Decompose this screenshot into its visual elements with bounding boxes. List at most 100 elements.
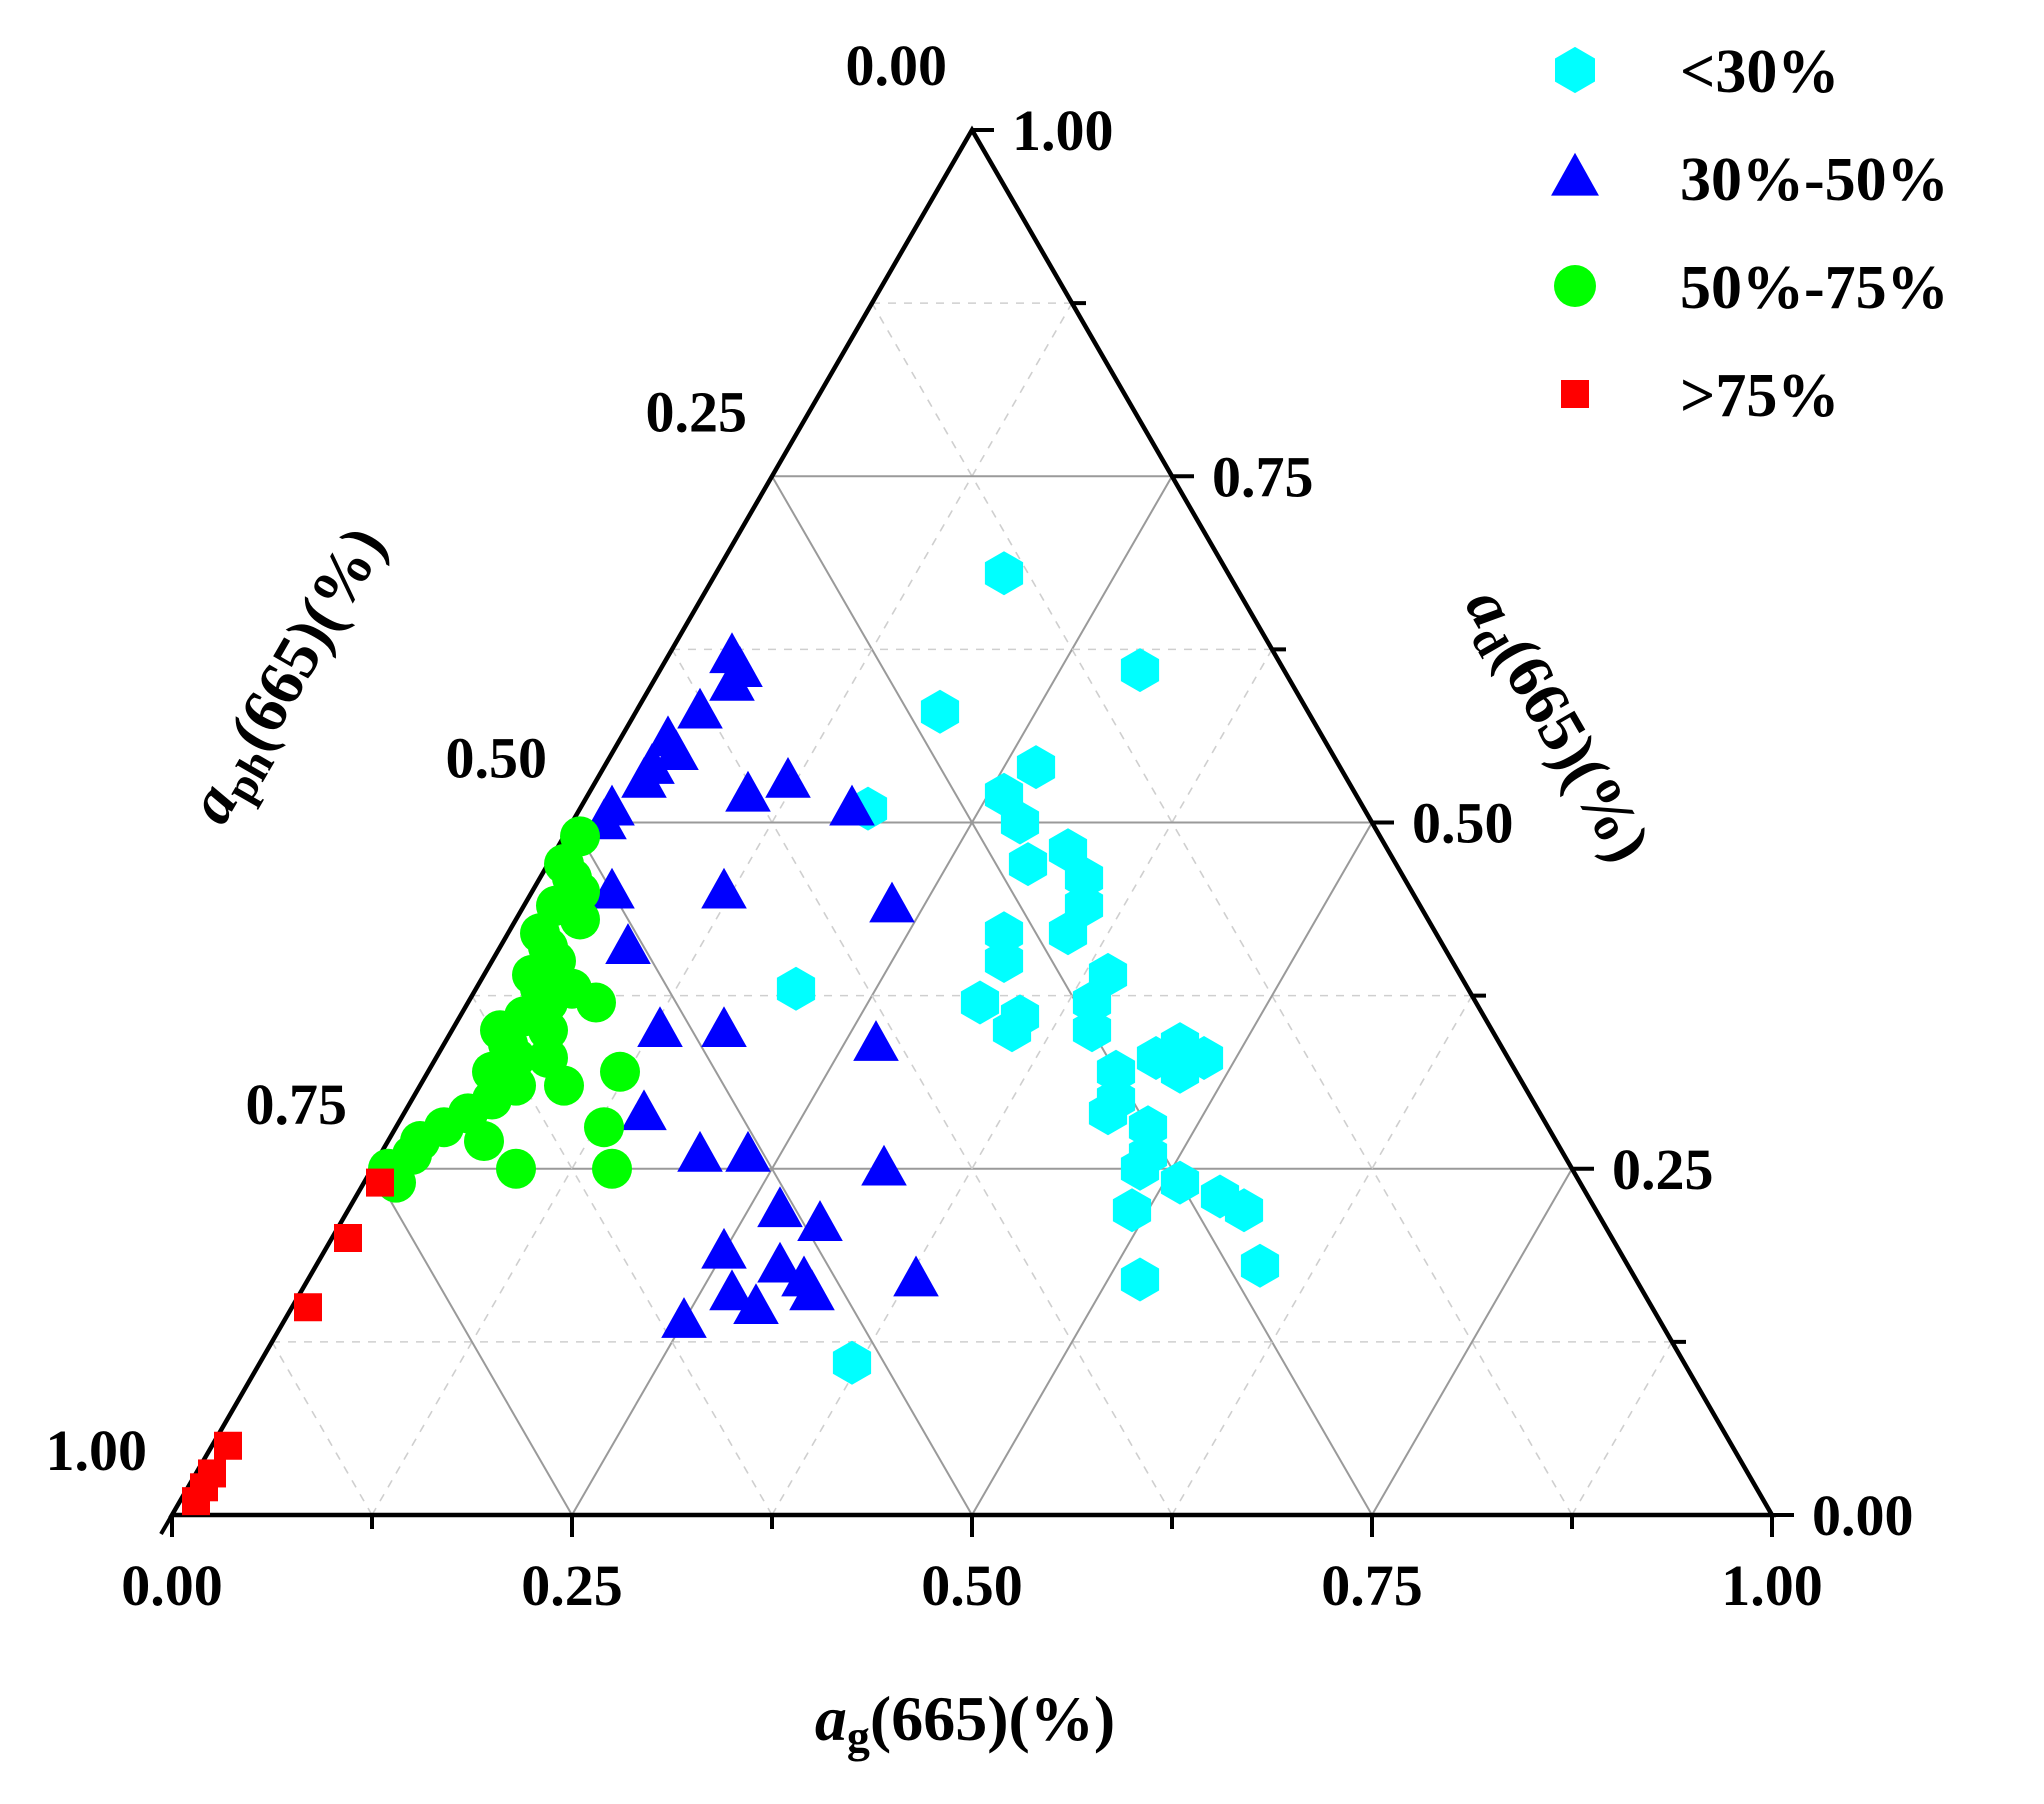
point-circle bbox=[592, 1148, 632, 1189]
grid-line-ag bbox=[371, 302, 1073, 1516]
left-axis-label: aph(665)(%) bbox=[174, 514, 407, 838]
tick-label-left: 1.00 bbox=[46, 1418, 148, 1483]
tick-left bbox=[759, 475, 774, 497]
point-triangle bbox=[853, 1020, 899, 1061]
point-triangle bbox=[661, 1297, 707, 1338]
tick-left bbox=[263, 1340, 274, 1355]
point-triangle bbox=[605, 923, 651, 964]
tick-label-right: 1.00 bbox=[1012, 98, 1114, 163]
point-triangle bbox=[861, 1144, 907, 1186]
tick-label-left: 0.00 bbox=[846, 33, 948, 98]
point-triangle bbox=[701, 867, 747, 909]
point-triangle bbox=[621, 1089, 667, 1131]
tick-label-right: 0.25 bbox=[1612, 1137, 1714, 1202]
tick-label-left: 0.50 bbox=[446, 726, 548, 791]
point-hexagon bbox=[1088, 1091, 1128, 1136]
tick-left bbox=[863, 302, 874, 317]
point-hexagon bbox=[1096, 1049, 1136, 1094]
point-hexagon bbox=[1128, 1105, 1168, 1150]
point-triangle bbox=[589, 867, 635, 909]
point-hexagon bbox=[1072, 1008, 1112, 1053]
point-hexagon bbox=[992, 1008, 1032, 1053]
point-hexagon bbox=[1000, 800, 1040, 845]
legend-label: 30%-50% bbox=[1680, 146, 1949, 214]
legend-marker-circle bbox=[1554, 265, 1596, 307]
point-triangle bbox=[829, 784, 875, 826]
point-hexagon bbox=[1064, 855, 1104, 900]
point-triangle bbox=[701, 1227, 747, 1269]
point-triangle bbox=[621, 756, 667, 798]
legend: <30% 30%-50% 50%-75% >75% bbox=[1551, 38, 1949, 430]
point-hexagon bbox=[832, 1340, 872, 1385]
legend-marker-hexagon bbox=[1555, 46, 1595, 94]
grid-line-aph bbox=[371, 1168, 573, 1516]
grid-line-ag bbox=[1371, 1168, 1573, 1516]
point-hexagon bbox=[984, 911, 1024, 956]
point-circle bbox=[464, 1121, 504, 1162]
point-square bbox=[214, 1431, 242, 1460]
tick-left bbox=[159, 1513, 174, 1536]
tick-label-bottom: 1.00 bbox=[1721, 1553, 1823, 1618]
point-hexagon bbox=[1120, 648, 1160, 693]
point-triangle bbox=[709, 1269, 755, 1311]
point-triangle bbox=[789, 1269, 835, 1311]
point-circle bbox=[560, 899, 600, 940]
point-hexagon bbox=[1128, 1132, 1168, 1177]
tick-label-bottom: 0.25 bbox=[521, 1553, 623, 1618]
point-circle bbox=[600, 1051, 640, 1092]
point-hexagon bbox=[776, 966, 816, 1011]
legend-label: <30% bbox=[1680, 38, 1839, 106]
point-hexagon bbox=[1016, 745, 1056, 790]
tick-label-bottom: 0.50 bbox=[921, 1553, 1023, 1618]
grid-line-aph bbox=[271, 1341, 373, 1516]
point-square bbox=[366, 1168, 394, 1197]
point-square bbox=[182, 1487, 210, 1516]
tick-label-left: 0.25 bbox=[646, 379, 748, 444]
grid bbox=[271, 302, 1673, 1516]
legend-label: >75% bbox=[1680, 362, 1839, 430]
point-hexagon bbox=[1048, 911, 1088, 956]
point-triangle bbox=[653, 729, 699, 771]
point-circle bbox=[496, 1148, 536, 1189]
point-hexagon bbox=[1072, 980, 1112, 1025]
legend-label: 50%-75% bbox=[1680, 254, 1949, 322]
tick-label-right: 0.50 bbox=[1412, 791, 1514, 856]
point-hexagon bbox=[1160, 1049, 1200, 1094]
point-hexagon bbox=[1008, 842, 1048, 887]
bottom-axis-label: ag(665)(%) bbox=[815, 1683, 1115, 1762]
point-triangle bbox=[637, 1006, 683, 1048]
point-hexagon bbox=[1240, 1243, 1280, 1288]
point-circle bbox=[584, 1107, 624, 1148]
tick-labels: 0.00 0.25 0.50 0.75 1.000.000.250.500.751.00… bbox=[46, 33, 1914, 1618]
point-square bbox=[334, 1224, 362, 1252]
point-triangle bbox=[725, 770, 771, 812]
point-hexagon bbox=[920, 689, 960, 734]
point-triangle bbox=[733, 1283, 779, 1325]
legend-marker-square bbox=[1561, 380, 1589, 408]
tick-left bbox=[463, 994, 474, 1009]
tick-label-right: 0.00 bbox=[1812, 1483, 1914, 1548]
point-hexagon bbox=[984, 939, 1024, 983]
point-hexagon bbox=[1112, 1188, 1152, 1233]
tick-label-bottom: 0.75 bbox=[1321, 1553, 1423, 1618]
tick-label-bottom: 0.00 bbox=[121, 1553, 223, 1618]
tick-left bbox=[959, 128, 974, 151]
point-hexagon bbox=[984, 551, 1024, 596]
point-triangle bbox=[797, 1200, 843, 1241]
point-circle bbox=[576, 982, 616, 1023]
point-circle bbox=[528, 1010, 568, 1051]
point-triangle bbox=[701, 1006, 747, 1048]
legend-marker-triangle bbox=[1551, 152, 1599, 196]
point-hexagon bbox=[1160, 1160, 1200, 1205]
point-hexagon bbox=[1224, 1188, 1264, 1233]
point-triangle bbox=[869, 881, 915, 923]
grid-line-aph bbox=[571, 821, 973, 1516]
grid-line-ag bbox=[1171, 995, 1473, 1516]
point-triangle bbox=[757, 1241, 803, 1283]
grid-line-ag bbox=[1571, 1341, 1673, 1516]
point-triangle bbox=[765, 756, 811, 798]
data-points bbox=[182, 551, 1280, 1516]
point-circle bbox=[544, 1065, 584, 1106]
tick-label-right: 0.75 bbox=[1212, 444, 1314, 509]
